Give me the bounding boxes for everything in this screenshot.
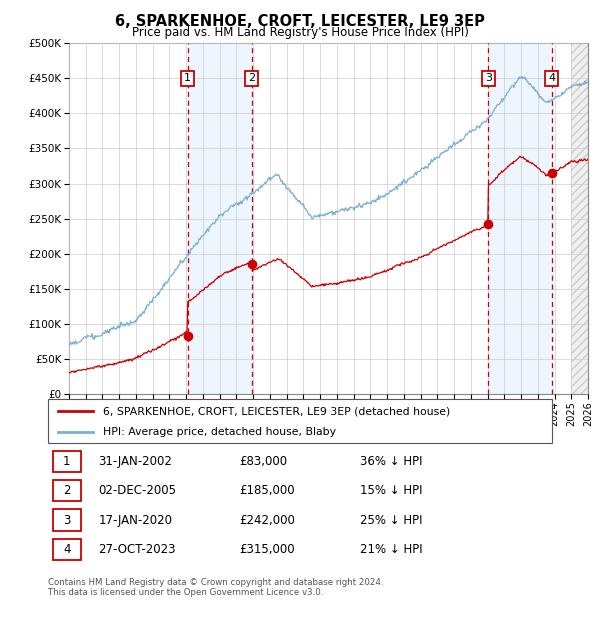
Bar: [188, 43, 252, 394]
Text: 27-OCT-2023: 27-OCT-2023: [98, 543, 176, 556]
Text: 15% ↓ HPI: 15% ↓ HPI: [361, 484, 423, 497]
Bar: [571, 43, 588, 394]
Text: 6, SPARKENHOE, CROFT, LEICESTER, LE9 3EP (detached house): 6, SPARKENHOE, CROFT, LEICESTER, LE9 3EP…: [103, 406, 451, 416]
FancyBboxPatch shape: [48, 399, 552, 443]
Text: 3: 3: [485, 73, 492, 84]
Text: 36% ↓ HPI: 36% ↓ HPI: [361, 454, 423, 467]
Text: 6, SPARKENHOE, CROFT, LEICESTER, LE9 3EP: 6, SPARKENHOE, CROFT, LEICESTER, LE9 3EP: [115, 14, 485, 29]
Bar: [571, 43, 588, 394]
Text: £83,000: £83,000: [239, 454, 287, 467]
FancyBboxPatch shape: [53, 451, 81, 472]
Text: 25% ↓ HPI: 25% ↓ HPI: [361, 513, 423, 526]
FancyBboxPatch shape: [53, 480, 81, 501]
Text: 1: 1: [184, 73, 191, 84]
Text: £315,000: £315,000: [239, 543, 295, 556]
FancyBboxPatch shape: [53, 510, 81, 531]
Text: 02-DEC-2005: 02-DEC-2005: [98, 484, 176, 497]
Text: HPI: Average price, detached house, Blaby: HPI: Average price, detached house, Blab…: [103, 427, 337, 437]
Text: 21% ↓ HPI: 21% ↓ HPI: [361, 543, 423, 556]
Text: 1: 1: [63, 454, 71, 467]
Text: 31-JAN-2002: 31-JAN-2002: [98, 454, 172, 467]
Text: 4: 4: [548, 73, 555, 84]
Text: Contains HM Land Registry data © Crown copyright and database right 2024.
This d: Contains HM Land Registry data © Crown c…: [48, 578, 383, 597]
Text: 17-JAN-2020: 17-JAN-2020: [98, 513, 172, 526]
Text: Price paid vs. HM Land Registry's House Price Index (HPI): Price paid vs. HM Land Registry's House …: [131, 26, 469, 39]
Text: 4: 4: [63, 543, 71, 556]
FancyBboxPatch shape: [53, 539, 81, 560]
Text: £185,000: £185,000: [239, 484, 295, 497]
Text: 3: 3: [63, 513, 71, 526]
Text: 2: 2: [248, 73, 256, 84]
Text: £242,000: £242,000: [239, 513, 295, 526]
Text: 2: 2: [63, 484, 71, 497]
Bar: [488, 43, 551, 394]
